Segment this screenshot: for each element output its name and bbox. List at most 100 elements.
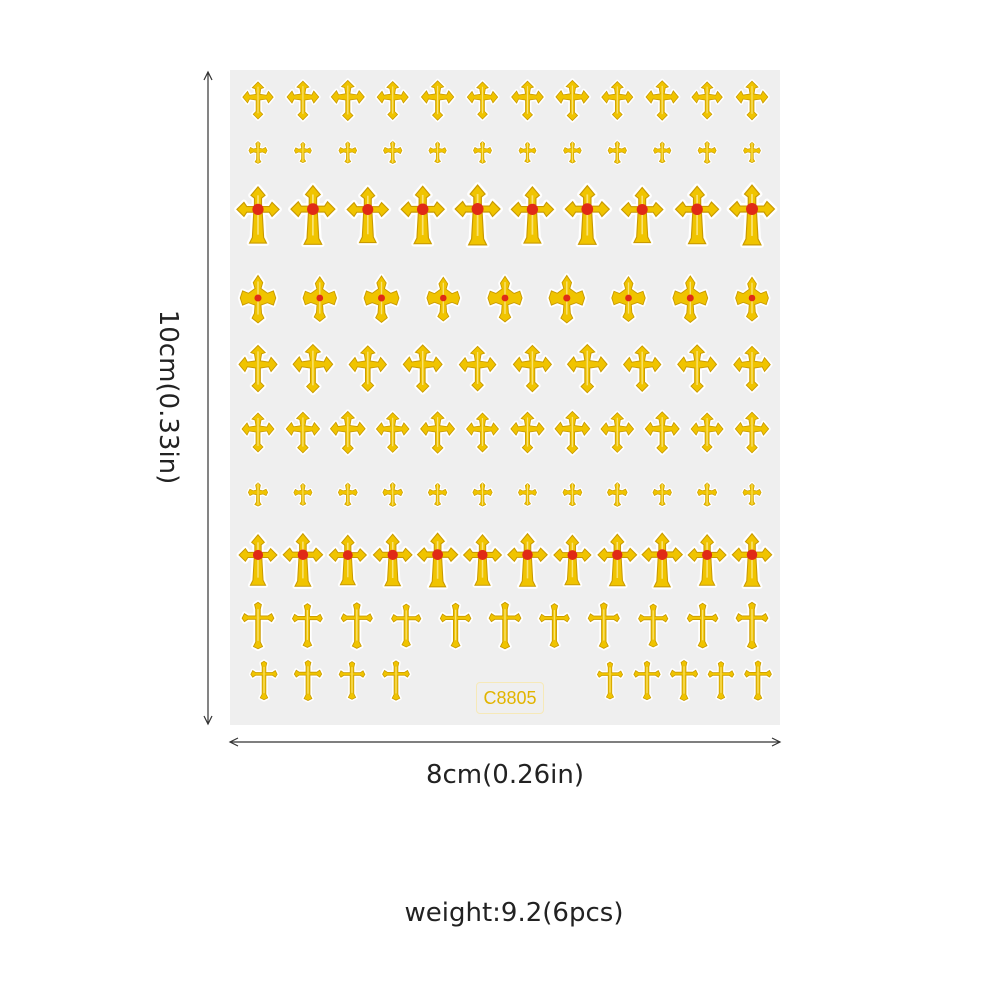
cross-icon bbox=[551, 532, 594, 588]
cross-icon bbox=[380, 658, 412, 703]
cross-icon bbox=[675, 342, 719, 395]
weight-label: weight:9.2(6pcs) bbox=[404, 898, 624, 928]
cross-icon bbox=[375, 79, 411, 122]
cross-icon bbox=[511, 343, 554, 395]
cross-icon bbox=[668, 658, 700, 703]
cross-icon bbox=[621, 343, 664, 394]
cross-icon bbox=[300, 274, 339, 324]
cross-icon bbox=[734, 79, 770, 122]
cross-icon bbox=[731, 344, 773, 394]
cross-icon bbox=[237, 273, 279, 326]
cross-icon bbox=[424, 275, 462, 324]
sticker-row bbox=[240, 78, 770, 123]
cross-icon bbox=[639, 530, 685, 590]
cross-icon bbox=[670, 273, 711, 325]
cross-icon bbox=[457, 344, 499, 394]
cross-icon bbox=[595, 531, 640, 589]
cross-icon bbox=[689, 411, 726, 454]
cross-icon bbox=[398, 183, 448, 247]
cross-icon bbox=[236, 343, 280, 395]
cross-icon bbox=[438, 601, 474, 651]
cross-icon bbox=[247, 139, 269, 165]
height-dimension-line bbox=[203, 70, 213, 726]
cross-icon bbox=[606, 139, 629, 166]
cross-icon bbox=[461, 532, 504, 588]
cross-icon bbox=[586, 600, 622, 651]
cross-icon bbox=[643, 409, 682, 456]
cross-icon bbox=[328, 409, 368, 456]
cross-icon bbox=[337, 140, 359, 165]
cross-icon bbox=[427, 140, 448, 165]
cross-icon bbox=[389, 602, 423, 650]
cross-icon bbox=[292, 658, 324, 703]
cross-icon bbox=[729, 531, 775, 589]
sticker-row bbox=[239, 600, 771, 652]
cross-icon bbox=[280, 531, 326, 589]
cross-icon bbox=[517, 140, 538, 165]
cross-icon bbox=[370, 531, 415, 589]
cross-icon bbox=[240, 411, 276, 454]
cross-icon bbox=[552, 409, 592, 456]
cross-icon bbox=[605, 480, 629, 509]
sticker-row bbox=[247, 139, 762, 166]
cross-icon bbox=[562, 182, 613, 248]
cross-icon bbox=[336, 481, 359, 508]
cross-icon bbox=[742, 658, 774, 703]
cross-icon bbox=[618, 184, 666, 246]
cross-icon bbox=[695, 481, 719, 508]
cross-icon bbox=[505, 531, 550, 589]
cross-icon bbox=[290, 601, 325, 650]
cross-icon bbox=[690, 80, 725, 121]
sticker-row bbox=[237, 273, 771, 326]
cross-icon bbox=[337, 659, 367, 702]
cross-icon bbox=[516, 481, 539, 507]
cross-icon bbox=[248, 659, 280, 702]
cross-icon bbox=[381, 480, 405, 509]
cross-icon bbox=[344, 184, 392, 246]
cross-icon bbox=[651, 481, 674, 508]
cross-icon bbox=[508, 184, 557, 246]
cross-icon bbox=[636, 602, 670, 650]
height-dimension-label: 10cm(0.33in) bbox=[153, 309, 183, 485]
cross-icon bbox=[565, 342, 610, 396]
cross-icon bbox=[733, 600, 771, 652]
cross-icon bbox=[240, 80, 276, 121]
cross-icon bbox=[288, 182, 338, 248]
cross-icon bbox=[239, 600, 277, 652]
sticker-row bbox=[236, 530, 775, 590]
cross-icon bbox=[733, 410, 771, 455]
cross-sticker-grid bbox=[234, 78, 778, 703]
cross-icon bbox=[598, 410, 636, 455]
cross-icon bbox=[285, 79, 321, 122]
cross-icon bbox=[486, 600, 524, 652]
cross-icon bbox=[465, 80, 500, 121]
cross-icon bbox=[509, 79, 546, 122]
cross-icon bbox=[696, 139, 718, 165]
cross-icon bbox=[537, 601, 572, 650]
cross-icon bbox=[609, 274, 648, 324]
cross-icon bbox=[672, 183, 722, 247]
cross-icon bbox=[741, 481, 763, 507]
cross-icon bbox=[599, 79, 635, 122]
cross-icon bbox=[644, 78, 681, 123]
cross-icon bbox=[236, 532, 280, 588]
width-dimension-label: 8cm(0.26in) bbox=[425, 760, 585, 790]
cross-icon bbox=[381, 139, 404, 166]
cross-icon bbox=[419, 78, 456, 123]
cross-icon bbox=[471, 481, 494, 508]
cross-icon bbox=[290, 342, 336, 396]
cross-icon bbox=[418, 409, 457, 456]
cross-icon bbox=[339, 600, 375, 651]
cross-icon bbox=[652, 140, 673, 165]
sticker-row bbox=[234, 182, 778, 248]
sticker-row bbox=[236, 342, 773, 396]
sticker-row bbox=[240, 409, 771, 456]
cross-icon bbox=[426, 481, 449, 508]
cross-icon bbox=[631, 659, 663, 702]
cross-icon bbox=[742, 140, 762, 165]
cross-icon bbox=[685, 601, 721, 651]
cross-icon bbox=[685, 532, 729, 588]
cross-icon bbox=[292, 481, 314, 507]
cross-icon bbox=[562, 140, 583, 165]
cross-icon bbox=[546, 273, 587, 326]
